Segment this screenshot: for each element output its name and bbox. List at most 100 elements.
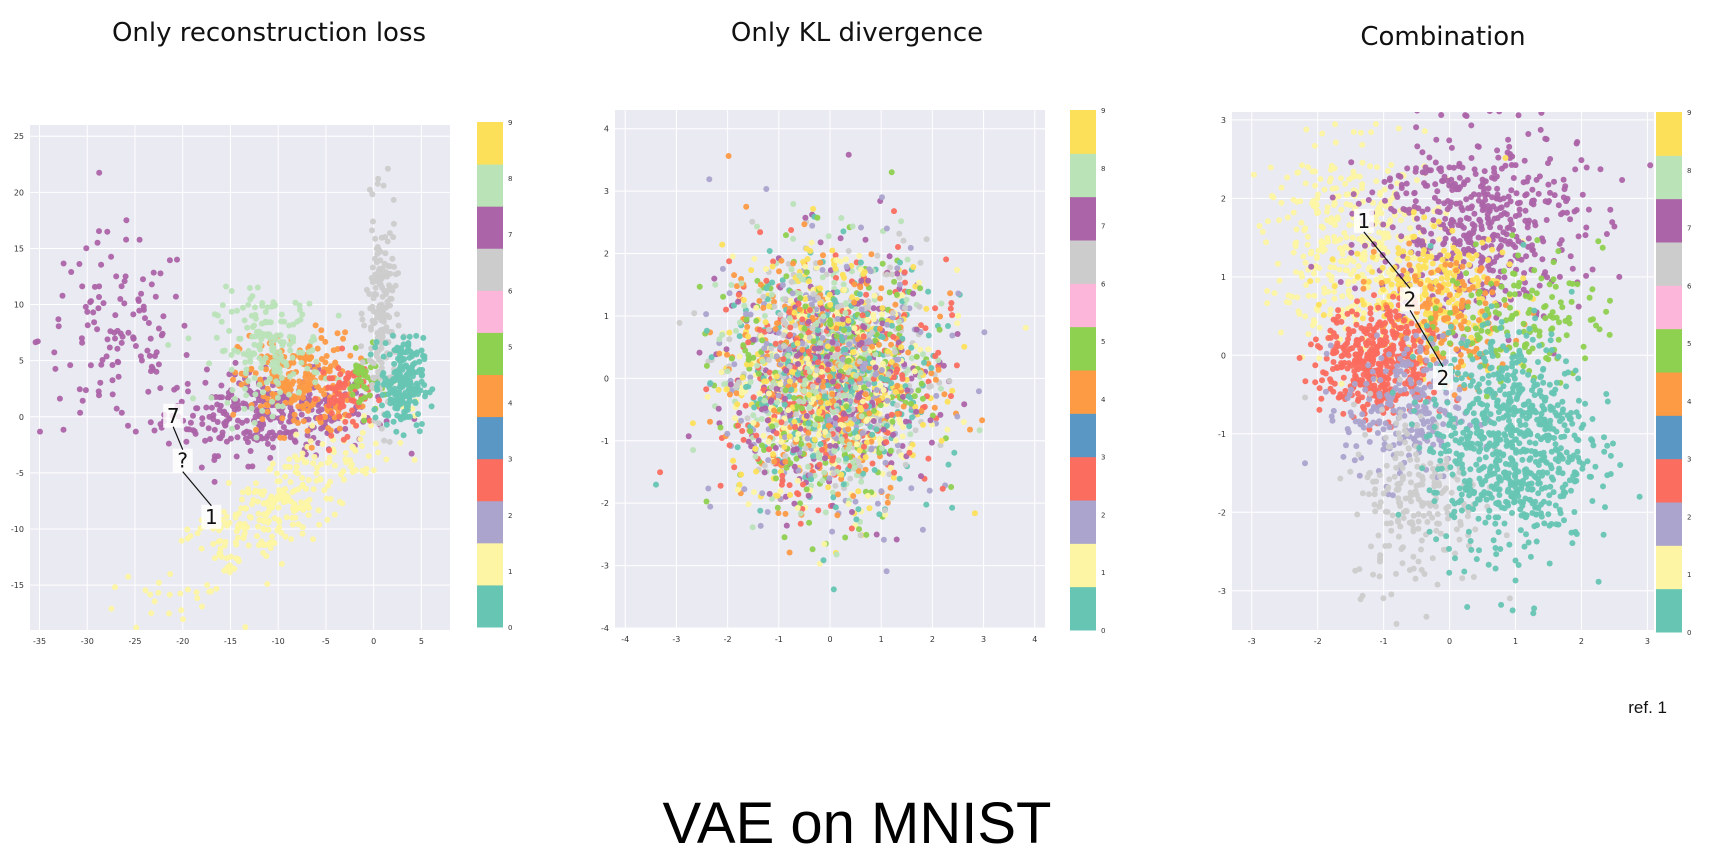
data-point [860,470,867,477]
data-point [1285,292,1292,299]
data-point [280,424,287,431]
data-point [837,362,844,369]
data-point [886,253,893,260]
data-point [96,169,103,176]
data-point [819,267,826,273]
data-point [812,421,819,428]
data-point [108,605,115,612]
data-point [1348,294,1355,301]
data-point [97,379,104,386]
data-point [805,430,812,436]
data-point [300,394,306,401]
data-point [233,528,240,535]
x-tick-label: -3 [1248,637,1256,646]
data-point [856,358,863,365]
data-point [899,335,906,342]
data-point [276,349,283,355]
data-point [318,327,325,334]
data-point [829,339,836,346]
data-point [947,290,954,297]
data-point [1264,300,1271,307]
data-point [118,409,125,416]
data-point [948,393,954,400]
data-point [1396,257,1403,264]
data-point [880,426,887,433]
data-point [375,175,382,182]
data-point [193,589,200,596]
data-point [822,428,829,435]
data-point [765,457,772,464]
data-point [904,387,911,394]
data-point [1495,154,1502,161]
data-point [211,457,218,463]
data-point [260,511,267,518]
colorbar-band [477,332,503,375]
data-point [1325,271,1332,278]
data-point [278,492,284,499]
data-point [366,291,373,297]
data-point [125,329,132,336]
data-point [857,404,864,411]
data-point [935,366,942,373]
data-point [734,444,741,451]
data-point [830,409,837,416]
data-point [908,344,915,351]
data-point [883,225,890,232]
data-point [779,277,786,284]
data-point [740,342,747,349]
data-point [910,290,917,297]
data-point [760,432,767,439]
data-point [879,445,885,452]
colorbar-tick-label: 8 [508,175,512,183]
data-point [767,398,774,405]
data-point [274,394,281,401]
data-point [795,361,801,367]
data-point [1290,196,1297,203]
data-point [691,310,698,317]
data-point [273,332,280,339]
colorbar-tick-label: 7 [508,231,512,239]
data-point [246,429,253,436]
data-point [1375,297,1382,304]
data-point [1314,277,1321,284]
data-point [291,411,298,418]
data-point [863,339,870,346]
data-point [895,244,901,250]
x-tick-label: -4 [621,635,629,644]
data-point [771,407,777,414]
data-point [1283,299,1290,305]
data-point [826,475,833,482]
data-point [855,468,862,474]
data-point [782,320,789,327]
y-tick-label: 2 [604,250,609,259]
data-point [310,486,317,493]
data-point [891,278,898,285]
data-point [757,281,764,288]
data-point [815,295,822,301]
data-point [763,285,770,292]
data-point [894,265,901,272]
data-point [1304,233,1311,240]
colorbar-tick-label: 1 [508,568,512,576]
data-point [370,467,377,474]
data-point [225,480,232,486]
data-point [389,255,396,262]
data-point [857,259,864,266]
data-point [762,319,769,326]
data-point [726,336,733,343]
data-point [295,403,302,410]
data-point [824,353,831,360]
data-point [245,489,252,496]
data-point [787,324,794,331]
data-point [1269,192,1276,199]
y-tick-label: 1 [1221,273,1226,282]
data-point [1377,189,1384,196]
data-point [846,341,853,348]
data-point [865,381,872,388]
data-point [282,533,289,540]
data-point [213,394,219,400]
data-point [358,443,365,449]
data-point [378,345,385,352]
x-tick-label: -25 [128,637,141,646]
data-point [1367,163,1373,170]
